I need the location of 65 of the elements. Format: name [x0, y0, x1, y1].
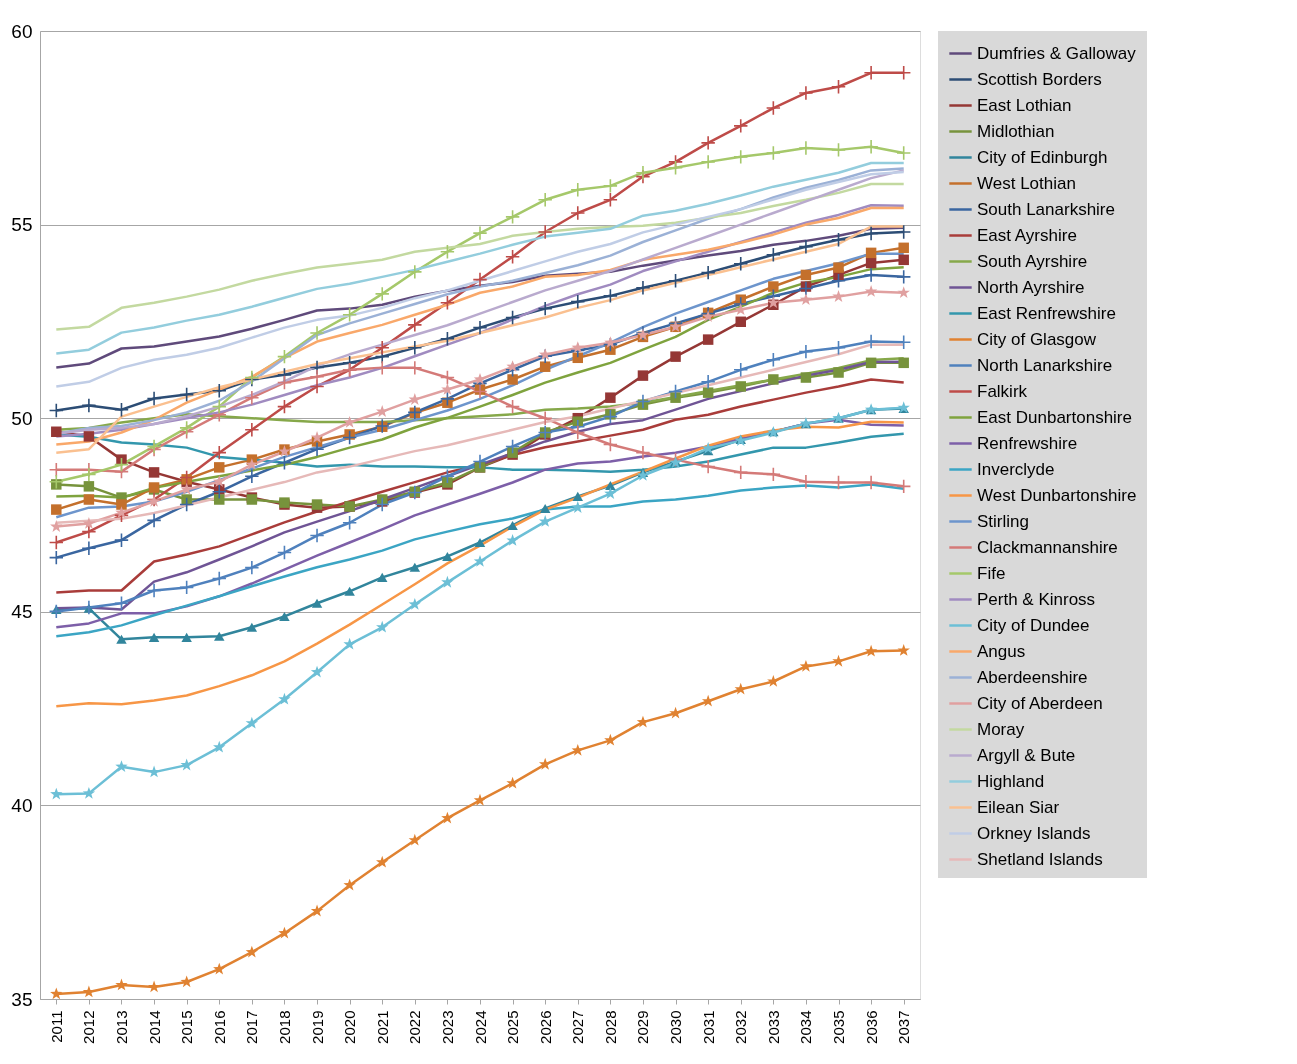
legend-label: Clackmannanshire — [977, 537, 1118, 557]
legend-label: Angus — [977, 641, 1026, 661]
legend-label: Shetland Islands — [977, 849, 1103, 869]
x-tick-label: 2016 — [210, 1010, 228, 1044]
legend-label: City of Dundee — [977, 615, 1090, 635]
legend-label: Perth & Kinross — [977, 589, 1096, 609]
x-tick-label: 2021 — [373, 1010, 391, 1044]
legend-label: South Ayrshire — [977, 251, 1088, 271]
legend-label: Scottish Borders — [977, 69, 1102, 89]
x-tick-label: 2025 — [504, 1010, 522, 1044]
legend-label: North Ayrshire — [977, 277, 1085, 297]
y-tick-label: 40 — [11, 794, 33, 816]
x-tick-label: 2030 — [667, 1010, 685, 1044]
x-tick-label: 2023 — [438, 1010, 456, 1044]
legend-label: Inverclyde — [977, 459, 1055, 479]
legend-label: Highland — [977, 771, 1045, 791]
x-tick-label: 2020 — [341, 1010, 359, 1044]
y-tick-label: 55 — [11, 214, 33, 236]
legend-label: Moray — [977, 719, 1025, 739]
legend-label: West Lothian — [977, 173, 1076, 193]
x-tick-label: 2031 — [699, 1010, 717, 1044]
x-tick-label: 2019 — [308, 1010, 326, 1044]
x-tick-label: 2017 — [243, 1010, 261, 1044]
x-tick-label: 2034 — [797, 1010, 815, 1044]
x-tick-label: 2036 — [862, 1010, 880, 1044]
x-tick-label: 2035 — [830, 1010, 848, 1044]
legend-label: Aberdeenshire — [977, 667, 1088, 687]
x-tick-label: 2018 — [275, 1010, 293, 1044]
x-tick-label: 2026 — [536, 1010, 554, 1044]
x-tick-label: 2013 — [112, 1010, 130, 1044]
legend-label: Fife — [977, 563, 1006, 583]
legend-label: East Lothian — [977, 95, 1072, 115]
x-tick-label: 2032 — [732, 1010, 750, 1044]
y-tick-label: 45 — [11, 601, 33, 623]
x-tick-label: 2015 — [178, 1010, 196, 1044]
legend-label: South Lanarkshire — [977, 199, 1115, 219]
x-tick-label: 2024 — [471, 1010, 489, 1044]
legend-label: East Ayrshire — [977, 225, 1077, 245]
legend-label: Orkney Islands — [977, 823, 1091, 843]
legend-label: Argyll & Bute — [977, 745, 1076, 765]
legend-label: City of Glasgow — [977, 329, 1097, 349]
legend-label: Eilean Siar — [977, 797, 1060, 817]
y-tick-label: 60 — [11, 20, 33, 42]
legend-label: Falkirk — [977, 381, 1028, 401]
x-tick-label: 2012 — [80, 1010, 98, 1044]
legend-label: East Renfrewshire — [977, 303, 1116, 323]
legend-label: West Dunbartonshire — [977, 485, 1137, 505]
legend-label: Renfrewshire — [977, 433, 1078, 453]
legend-label: North Lanarkshire — [977, 355, 1113, 375]
legend-label: Midlothian — [977, 121, 1055, 141]
x-tick-label: 2011 — [47, 1010, 65, 1043]
legend-label: City of Aberdeen — [977, 693, 1103, 713]
x-tick-label: 2028 — [601, 1010, 619, 1044]
x-tick-label: 2033 — [764, 1010, 782, 1044]
y-tick-label: 35 — [11, 988, 33, 1010]
y-tick-label: 50 — [11, 407, 33, 429]
legend-label: Stirling — [977, 511, 1029, 531]
x-tick-label: 2014 — [145, 1010, 163, 1044]
x-tick-label: 2037 — [895, 1010, 913, 1044]
legend-label: City of Edinburgh — [977, 147, 1108, 167]
x-tick-label: 2022 — [406, 1010, 424, 1044]
legend-label: Dumfries & Galloway — [977, 43, 1137, 63]
x-tick-label: 2027 — [569, 1010, 587, 1044]
x-tick-label: 2029 — [634, 1010, 652, 1044]
legend-label: East Dunbartonshire — [977, 407, 1132, 427]
